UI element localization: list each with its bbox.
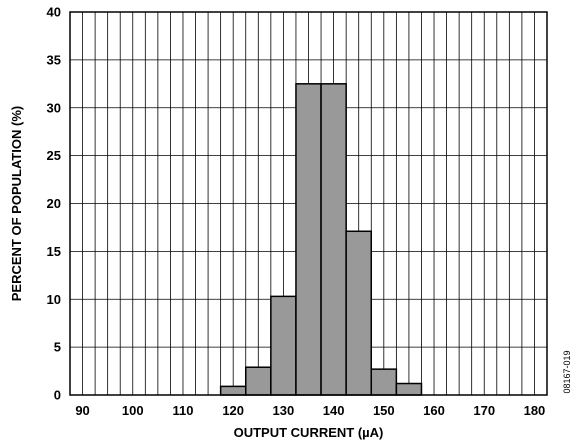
y-tick-label: 15 — [47, 244, 61, 259]
y-tick-label: 10 — [47, 292, 61, 307]
y-tick-label: 20 — [47, 196, 61, 211]
x-axis-ticks: 90 100 110 120 130 140 150 160 170 180 — [75, 403, 545, 418]
x-tick-label: 140 — [323, 403, 345, 418]
histogram-bar — [395, 382, 423, 396]
x-tick-label: 150 — [373, 403, 395, 418]
y-tick-label: 0 — [54, 388, 61, 403]
histogram-bar — [320, 83, 347, 396]
y-tick-label: 5 — [54, 340, 61, 355]
x-tick-label: 170 — [473, 403, 495, 418]
plot-frame — [69, 11, 548, 396]
histogram-bar — [345, 230, 373, 396]
x-tick-label: 180 — [524, 403, 546, 418]
y-axis-ticks: 0 5 10 15 20 25 30 35 40 — [47, 5, 61, 403]
x-tick-label: 120 — [222, 403, 244, 418]
x-axis-title: OUTPUT CURRENT (µA) — [234, 425, 384, 440]
x-tick-label: 130 — [273, 403, 295, 418]
histogram-bars — [219, 83, 423, 396]
histogram-bar — [219, 385, 247, 396]
y-tick-label: 25 — [47, 148, 61, 163]
x-tick-label: 110 — [172, 403, 193, 418]
figure-id: 08167-019 — [562, 350, 572, 393]
x-tick-label: 90 — [75, 403, 89, 418]
histogram-bar — [370, 368, 398, 396]
histogram-bar — [244, 366, 272, 396]
y-tick-label: 40 — [47, 5, 61, 20]
histogram-bar — [270, 295, 297, 396]
y-tick-label: 30 — [47, 100, 61, 115]
y-tick-label: 35 — [47, 52, 61, 67]
y-axis-title: PERCENT OF POPULATION (%) — [9, 106, 24, 301]
x-tick-label: 160 — [423, 403, 445, 418]
histogram-bar — [295, 83, 322, 396]
x-tick-label: 100 — [122, 403, 144, 418]
